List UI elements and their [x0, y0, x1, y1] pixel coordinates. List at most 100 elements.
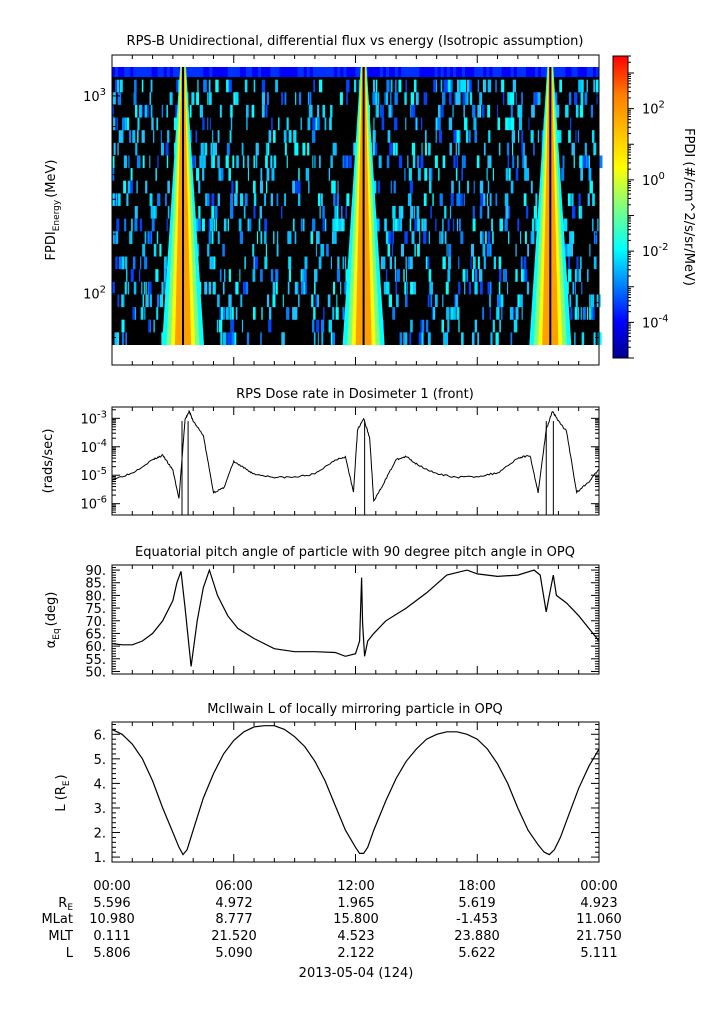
- spectrogram-cell: [197, 79, 199, 93]
- spectrogram-cell: [136, 155, 140, 169]
- spectrogram-cell: [395, 79, 397, 93]
- spectrogram-cell: [322, 104, 326, 118]
- spectrogram-cell: [196, 92, 199, 105]
- spectrogram-cell: [160, 294, 163, 308]
- spectrogram-cell: [139, 155, 141, 169]
- spectrogram-cell: [310, 231, 314, 244]
- spectrogram-cell: [489, 294, 491, 308]
- spectrogram-cell: [435, 218, 437, 232]
- spectrogram-cell: [153, 206, 156, 219]
- time-axis: 00:00 06:00 12:00 18:00 00:00: [93, 879, 617, 894]
- spectrogram-cell: [132, 307, 136, 320]
- spectrogram-cell: [437, 67, 442, 78]
- spectrogram-cell: [313, 79, 316, 93]
- spectrogram-cell: [272, 294, 276, 308]
- spectrogram-cell: [342, 256, 344, 270]
- spectrogram-cell: [124, 218, 127, 232]
- spectrogram-cell: [421, 142, 423, 156]
- spectrogram-cell: [477, 104, 481, 118]
- spectrogram-cell: [575, 92, 577, 105]
- spectrogram-cell: [501, 79, 505, 93]
- spectrogram-cell: [141, 281, 143, 295]
- spectrogram-cell: [404, 231, 408, 244]
- spectrogram-cell: [327, 294, 331, 308]
- spectrogram-cell: [563, 218, 567, 232]
- ephemeris-value: 2.122: [337, 946, 374, 961]
- spectrogram-cell: [197, 218, 201, 232]
- spectrogram-cell: [191, 67, 195, 78]
- spectrogram-cell: [331, 67, 335, 78]
- spectrogram-cell: [482, 307, 485, 320]
- spectrogram-cell: [165, 142, 169, 156]
- spectrogram-cell: [322, 218, 325, 232]
- spectrogram-cell: [445, 332, 449, 345]
- spectrogram-cell: [121, 319, 125, 333]
- ephemeris-value: 1.965: [337, 896, 374, 911]
- spectrogram-cell: [204, 281, 208, 295]
- spectrogram-cell: [470, 256, 472, 270]
- spectrogram-cell: [337, 256, 340, 270]
- time-tick-label: 18:00: [458, 879, 495, 894]
- spectrogram-cell: [116, 117, 118, 131]
- spectrogram-cell: [153, 243, 157, 257]
- spectrogram-cell: [266, 168, 269, 181]
- spectrogram-cell: [231, 307, 234, 320]
- spectrogram-cell: [112, 92, 116, 105]
- ephemeris-value: 5.622: [458, 946, 495, 961]
- spectrogram-cell: [294, 231, 297, 244]
- spectrogram-cell: [394, 269, 397, 282]
- spectrogram-cell: [332, 307, 335, 320]
- spectrogram-cell: [522, 67, 527, 78]
- spectrogram-cell: [138, 104, 142, 118]
- spectrogram-cell: [134, 218, 137, 232]
- spectrogram-cell: [456, 218, 459, 232]
- spectrogram-cell: [479, 231, 483, 244]
- spectrogram-cell: [448, 79, 451, 93]
- spectrogram-cell: [387, 130, 391, 143]
- spectrogram-cell: [490, 332, 493, 345]
- y-tick-label: 102: [642, 100, 665, 118]
- spectrogram-cell: [535, 193, 538, 206]
- spectrogram-cell: [587, 155, 589, 169]
- spectrogram-cell: [446, 307, 450, 320]
- spectrogram-cell: [413, 67, 417, 78]
- spectrogram-cell: [442, 294, 444, 308]
- spectrogram-cell: [589, 168, 592, 181]
- spectrogram-cell: [292, 218, 295, 232]
- spectrogram-cell: [453, 130, 457, 143]
- spectrogram-cell: [589, 307, 592, 320]
- spectrogram-cell: [458, 180, 461, 194]
- spectrogram-cell: [487, 206, 490, 219]
- spectrogram-cell: [489, 193, 492, 206]
- spectrogram-cell: [276, 231, 279, 244]
- spectrogram-cell: [241, 142, 244, 156]
- spectrogram-cell: [410, 67, 414, 78]
- spectrogram-cell: [569, 294, 572, 308]
- spectrogram-cell: [578, 193, 581, 206]
- spectrogram-cell: [575, 130, 577, 143]
- spectrogram-cell: [171, 92, 173, 105]
- spectrogram-cell: [155, 206, 157, 219]
- spectrogram-cell: [592, 218, 594, 232]
- spectrogram-cell: [234, 332, 237, 345]
- spectrogram-cell: [589, 180, 593, 194]
- spectrogram-cell: [400, 206, 404, 219]
- spectrogram-cell: [507, 92, 511, 105]
- spectrogram-cell: [388, 67, 393, 78]
- spectrogram-cell: [450, 193, 454, 206]
- spectrogram-cell: [565, 104, 569, 118]
- spectrogram-cell: [166, 67, 171, 78]
- spectrogram-cell: [515, 307, 519, 320]
- spectrogram-cell: [144, 256, 148, 270]
- spectrogram-cell: [209, 117, 211, 131]
- spectrogram-cell: [236, 67, 241, 78]
- spectrogram-cell: [273, 155, 277, 169]
- spectrogram-cell: [373, 117, 375, 131]
- spectrogram-cell: [343, 155, 347, 169]
- spectrogram-cell: [442, 218, 444, 232]
- y-tick-label: 1.: [94, 851, 106, 866]
- spectrogram-cell: [385, 269, 388, 282]
- spectrogram-cell: [458, 256, 460, 270]
- spectrogram-cell: [442, 256, 446, 270]
- spectrogram-cell: [298, 168, 300, 181]
